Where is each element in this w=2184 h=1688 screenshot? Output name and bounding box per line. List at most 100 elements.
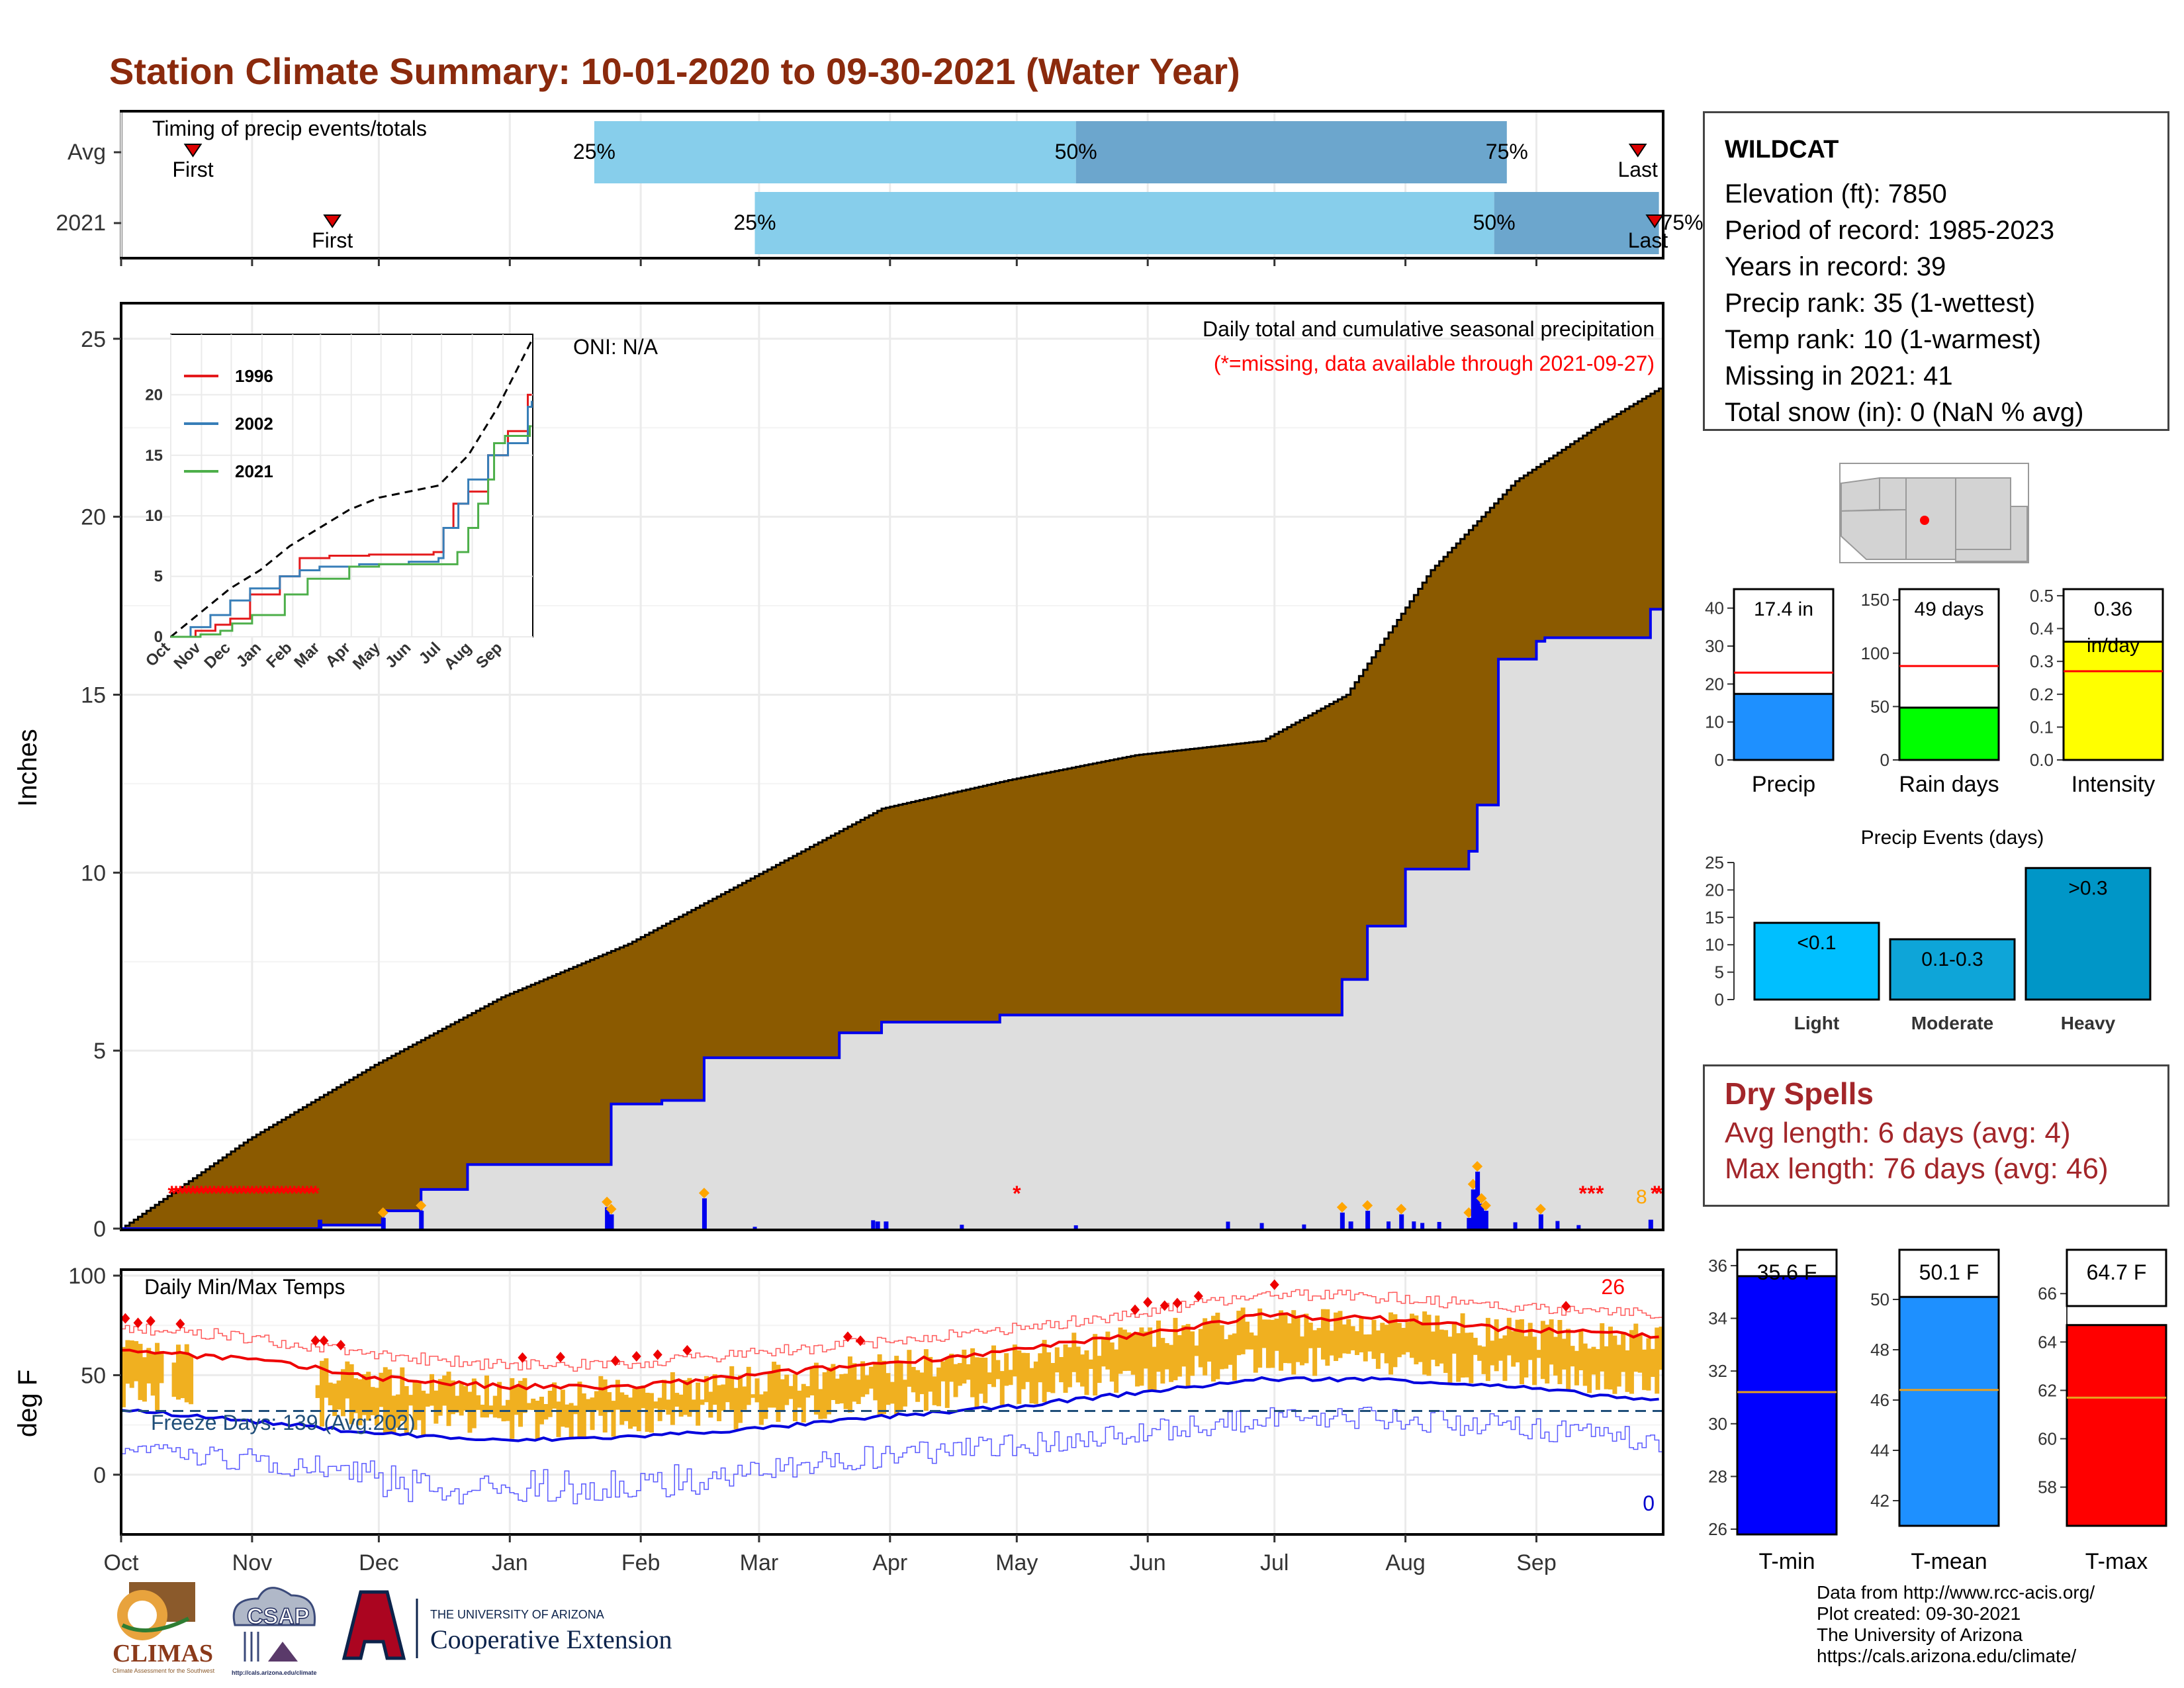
daily-precip-bar — [960, 1225, 964, 1229]
daily-temp-bar — [1637, 1334, 1643, 1373]
y-tick-label: 20 — [81, 505, 106, 530]
temp-bar-name: T-mean — [1911, 1549, 1987, 1574]
daily-temp-bar — [966, 1364, 971, 1380]
temp-bar-tick-label: 26 — [1708, 1519, 1727, 1539]
daily-temp-bar — [1659, 1327, 1664, 1370]
inset-legend-label: 2021 — [235, 461, 273, 481]
daily-temp-bar — [991, 1345, 996, 1387]
record-high-line — [121, 1289, 1663, 1372]
daily-temp-bar — [915, 1370, 921, 1402]
missing-marker: * — [295, 1182, 303, 1205]
precip-ylabel: Inches — [13, 729, 42, 807]
first-label: First — [312, 228, 353, 252]
temp-bar-t-mean — [1898, 1295, 2000, 1527]
daily-precip-bar — [1365, 1211, 1371, 1229]
daily-temp-bar — [868, 1366, 874, 1389]
missing-marker: * — [167, 1182, 176, 1205]
missing-marker: * — [298, 1182, 307, 1205]
daily-temp-bar — [433, 1390, 439, 1424]
daily-precip-bar — [318, 1219, 323, 1229]
daily-temp-bar — [1460, 1313, 1465, 1378]
daily-temp-bar — [142, 1357, 147, 1402]
y-tick-label: 5 — [93, 1039, 106, 1064]
month-label-mar: Mar — [740, 1550, 779, 1575]
daily-temp-bar — [645, 1392, 650, 1432]
daily-temp-bar — [856, 1380, 861, 1405]
daily-precip-bar — [1399, 1214, 1404, 1229]
daily-precip-bar — [1412, 1221, 1416, 1229]
credit-source: Data from http://www.rcc-acis.org/ — [1817, 1582, 2095, 1603]
daily-temp-bar — [1426, 1315, 1432, 1376]
record-high-marker — [336, 1339, 345, 1350]
daily-temp-bar — [1334, 1312, 1339, 1362]
missing-marker: * — [307, 1182, 316, 1205]
record-low-line — [121, 1407, 1663, 1505]
daily-temp-bar — [510, 1378, 515, 1439]
daily-temp-bar — [121, 1346, 126, 1407]
inset-y-label: 15 — [145, 447, 163, 465]
daily-temp-bar — [1130, 1333, 1136, 1375]
daily-temp-bar — [721, 1384, 726, 1411]
daily-temp-bar — [1059, 1357, 1064, 1383]
inset-y-label: 5 — [154, 568, 163, 586]
daily-temp-bar — [666, 1399, 671, 1415]
events-title: Precip Events (days) — [1861, 827, 2044, 849]
daily-temp-bar — [425, 1393, 430, 1407]
daily-temp-bar — [1371, 1319, 1377, 1359]
daily-temp-bar — [882, 1360, 887, 1415]
record-high-marker — [1160, 1300, 1169, 1311]
summary-tick-label: 0.4 — [2030, 619, 2054, 639]
temp-bar-value: 35.6 F — [1757, 1260, 1817, 1284]
daily-temp-bar — [700, 1399, 705, 1405]
daily-temp-bar — [864, 1375, 870, 1395]
daily-temp-bar — [839, 1374, 844, 1404]
daily-temp-bar — [1566, 1329, 1571, 1391]
event-marker — [1362, 1200, 1373, 1211]
daily-temp-bar — [678, 1394, 684, 1417]
daily-temp-bar — [416, 1382, 422, 1421]
summary-tick-label: 10 — [1705, 712, 1724, 732]
daily-temp-bar — [877, 1354, 882, 1416]
temp-bar-tick-label: 34 — [1708, 1309, 1727, 1329]
missing-marker: * — [218, 1182, 227, 1205]
daily-temp-bar — [687, 1378, 692, 1417]
missing-note: (*=missing, data available through 2021-… — [1214, 352, 1655, 375]
daily-temp-bar — [632, 1388, 637, 1427]
last-marker — [1628, 144, 1647, 158]
credits: Data from http://www.rcc-acis.org/ Plot … — [1817, 1582, 2095, 1667]
daily-temp-bar — [1164, 1343, 1169, 1370]
daily-temp-bar — [129, 1340, 134, 1388]
record-high-marker — [631, 1350, 641, 1362]
temp-bar-tick-label: 44 — [1870, 1440, 1889, 1460]
daily-precip-bar — [702, 1198, 707, 1229]
daily-precip-bar — [1483, 1211, 1488, 1229]
daily-temp-bar — [598, 1376, 604, 1416]
daily-temp-bar — [636, 1387, 641, 1432]
daily-temp-bar — [1346, 1319, 1351, 1354]
y-tick-label: 50 — [81, 1363, 106, 1388]
logos: CLIMAS Climate Assessment for the Southw… — [113, 1582, 672, 1676]
daily-temp-bar — [1054, 1347, 1060, 1373]
daily-precip-bar — [605, 1207, 610, 1229]
daily-temp-bar — [805, 1386, 811, 1398]
pct-label: 25% — [734, 211, 776, 234]
event-marker — [606, 1203, 617, 1215]
month-label-oct: Oct — [104, 1550, 139, 1575]
missing-marker: * — [303, 1182, 312, 1205]
observed-cumulative-area — [121, 609, 1663, 1229]
daily-temp-bar — [134, 1340, 139, 1382]
daily-temp-bar — [324, 1358, 329, 1398]
daily-temp-bar — [565, 1404, 570, 1428]
daily-temp-bar — [1067, 1347, 1072, 1387]
csap-text: CSAP — [247, 1604, 309, 1629]
inset-y-label: 0 — [154, 628, 163, 646]
last-marker — [1645, 214, 1664, 228]
daily-temp-bar — [455, 1395, 460, 1413]
daily-temp-bar — [1524, 1336, 1529, 1378]
daily-temp-bar — [1114, 1349, 1119, 1393]
daily-temp-bar — [1169, 1344, 1174, 1382]
daily-temp-bar — [1253, 1335, 1258, 1373]
record-high-marker — [856, 1335, 866, 1346]
daily-temp-bar — [995, 1360, 1001, 1380]
